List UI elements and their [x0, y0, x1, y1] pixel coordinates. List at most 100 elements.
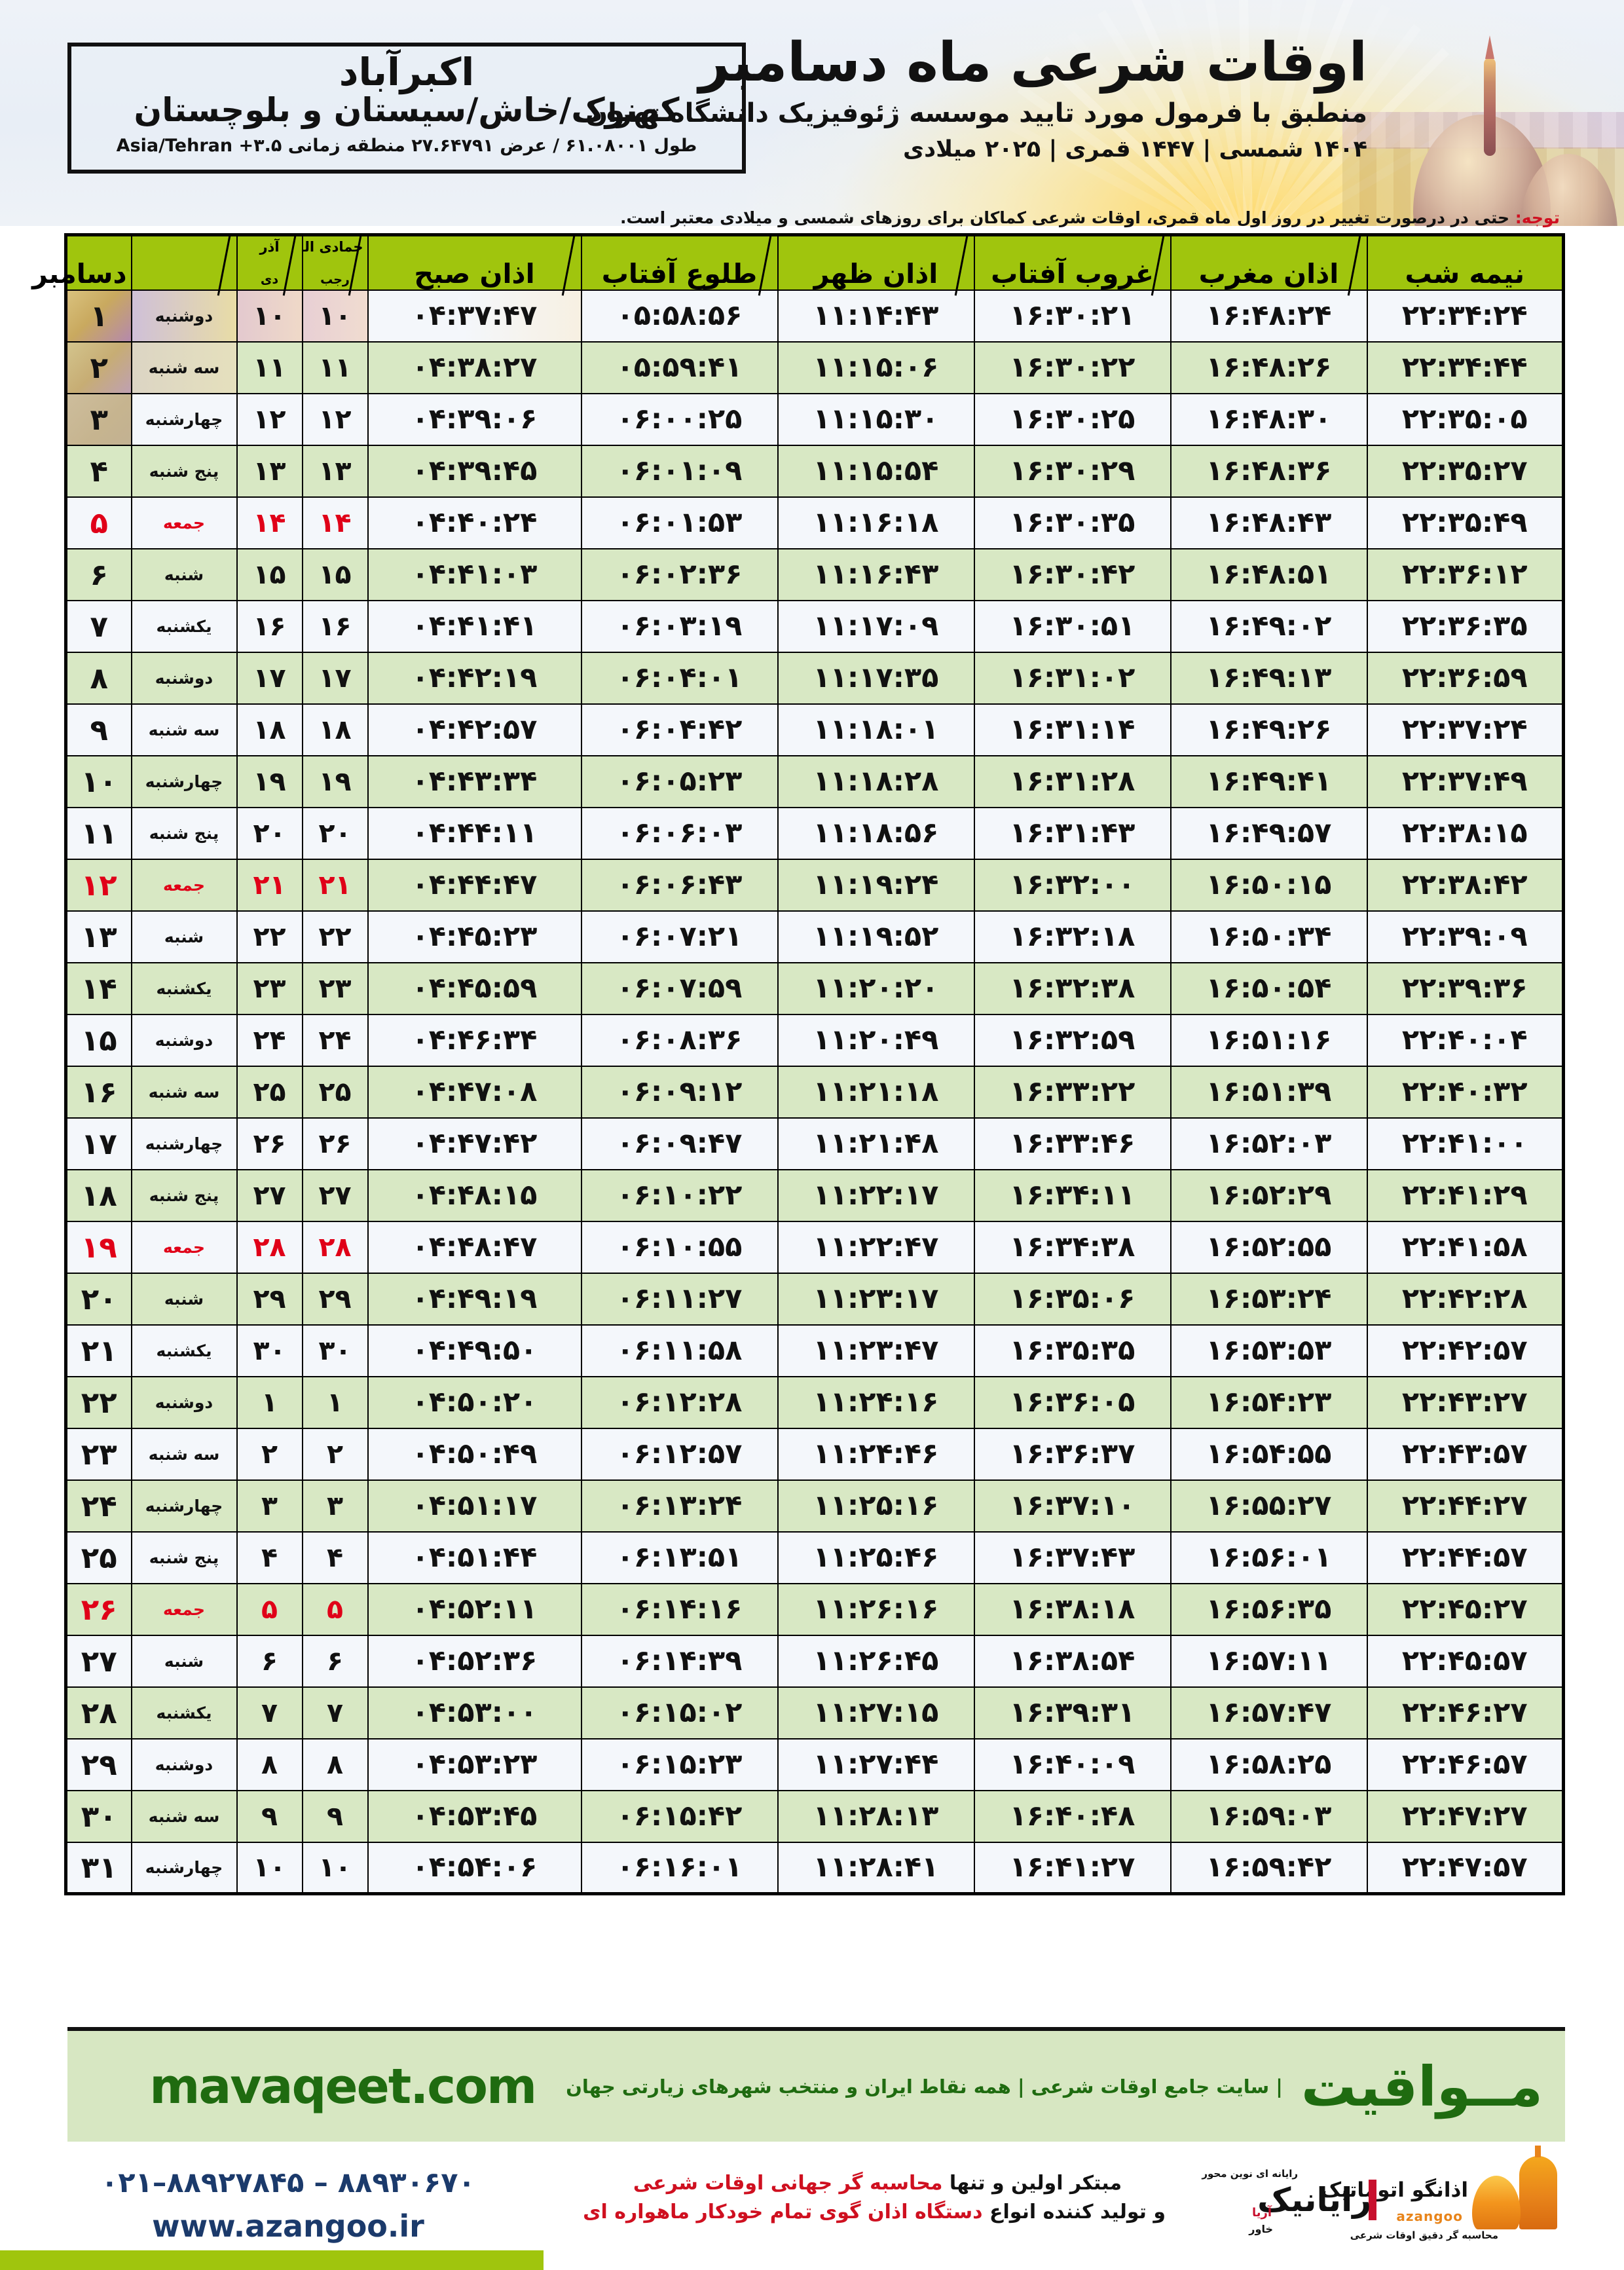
cell-weekday: یکشنبه	[130, 599, 238, 653]
location-box: اکبرآباد کهنوک/خاش/سیستان و بلوچستان طول…	[67, 43, 746, 174]
contact-block: ۰۲۱–۸۸۹۲۷۸۴۵ – ۸۸۹۳۰۶۷۰ www.azangoo.ir	[85, 2167, 491, 2244]
slash-divider-icon	[567, 236, 581, 289]
footer-url[interactable]: mavaqeet.com	[149, 2058, 537, 2115]
cell-sunset: ۱۶:۳۳:۴۶	[973, 1117, 1172, 1170]
cell-fajr: ۰۴:۵۲:۳۶	[367, 1634, 582, 1688]
cell-shamsi: ۷	[236, 1686, 303, 1740]
minaret-icon	[1519, 2146, 1557, 2229]
cell-weekday: جمعه	[130, 858, 238, 912]
cell-weekday: چهارشنبه	[130, 392, 238, 446]
col-header-sunset-label: غروب آفتاب	[991, 257, 1154, 289]
cell-sunset: ۱۶:۳۲:۱۸	[973, 910, 1172, 963]
col-header-fajr-label: اذان صبح	[414, 257, 535, 289]
cell-shamsi: ۸	[236, 1738, 303, 1791]
cell-weekday: سه شنبه	[130, 1427, 238, 1481]
rayaneek-logo[interactable]: رایانیک رایانه ای نوین محور آریا خاور	[1202, 2163, 1376, 2241]
contact-website[interactable]: www.azangoo.ir	[152, 2208, 424, 2244]
cell-sunrise: ۰۶:۱۴:۱۶	[580, 1582, 779, 1636]
cell-fajr: ۰۴:۵۳:۰۰	[367, 1686, 582, 1740]
rayaneek-top-text: رایانه ای نوین محور	[1202, 2168, 1298, 2180]
cell-sunrise: ۰۶:۰۶:۰۳	[580, 806, 779, 860]
rayaneek-khavar: خاور	[1249, 2223, 1273, 2235]
cell-fajr: ۰۴:۵۱:۱۷	[367, 1479, 582, 1533]
cell-night: ۲۲:۴۴:۵۷	[1366, 1531, 1564, 1584]
cell-shamsi: ۱۵	[236, 548, 303, 601]
cell-maghreb: ۱۶:۵۶:۰۱	[1170, 1531, 1368, 1584]
cell-night: ۲۲:۳۶:۱۲	[1366, 548, 1564, 601]
cell-hijri: ۱۹	[301, 754, 369, 808]
cell-day: ۱۹	[65, 1220, 132, 1274]
cell-hijri: ۱۶	[301, 599, 369, 653]
col-header-december: دسامبر	[32, 234, 132, 291]
cell-hijri: ۷	[301, 1686, 369, 1740]
cell-noon: ۱۱:۲۶:۴۵	[777, 1634, 975, 1688]
cell-day: ۱۱	[65, 806, 132, 860]
cell-noon: ۱۱:۲۱:۱۸	[777, 1065, 975, 1119]
cell-day: ۲	[65, 341, 132, 394]
cell-night: ۲۲:۳۸:۴۲	[1366, 858, 1564, 912]
cell-weekday: چهارشنبه	[130, 1479, 238, 1533]
cell-maghreb: ۱۶:۴۸:۵۱	[1170, 548, 1368, 601]
cell-sunset: ۱۶:۳۸:۵۴	[973, 1634, 1172, 1688]
slogan-line-1: مبتکر اولین و تنها محاسبه گر جهانی اوقات…	[589, 2169, 1166, 2198]
table-row: ۲۲:۴۷:۲۷ ۱۶:۵۹:۰۳ ۱۶:۴۰:۴۸ ۱۱:۲۸:۱۳ ۰۶:۱۵:۴۲…	[65, 1789, 1564, 1843]
table-row: ۲۲:۳۵:۲۷ ۱۶:۴۸:۳۶ ۱۶:۳۰:۲۹ ۱۱:۱۵:۵۴ ۰۶:۰۱:۰۹…	[65, 444, 1564, 498]
cell-day: ۶	[65, 548, 132, 601]
cell-sunset: ۱۶:۳۷:۴۳	[973, 1531, 1172, 1584]
cell-fajr: ۰۴:۳۹:۴۵	[367, 444, 582, 498]
cell-weekday: سه شنبه	[130, 1065, 238, 1119]
contact-phone[interactable]: ۰۲۱–۸۸۹۲۷۸۴۵ – ۸۸۹۳۰۶۷۰	[101, 2167, 475, 2199]
cell-maghreb: ۱۶:۴۸:۲۶	[1170, 341, 1368, 394]
cell-night: ۲۲:۴۳:۲۷	[1366, 1375, 1564, 1429]
cell-night: ۲۲:۴۰:۰۴	[1366, 1013, 1564, 1067]
cell-shamsi: ۱۳	[236, 444, 303, 498]
cell-shamsi: ۲۴	[236, 1013, 303, 1067]
azangoo-logo[interactable]: اذانگو اتوماتیک azangoo محاسبه گر دقیق ا…	[1320, 2146, 1561, 2246]
slogan-1-accent: محاسبه گر جهانی اوقات شرعی	[633, 2172, 943, 2195]
table-header-row: نیمه شب اذان مغرب غروب آفتاب اذان ظهر طل…	[32, 234, 1564, 291]
cell-fajr: ۰۴:۵۳:۲۳	[367, 1738, 582, 1791]
table-row: ۲۲:۴۳:۵۷ ۱۶:۵۴:۵۵ ۱۶:۳۶:۳۷ ۱۱:۲۴:۴۶ ۰۶:۱۲:۵۷…	[65, 1427, 1564, 1481]
cell-weekday: سه شنبه	[130, 1789, 238, 1843]
cell-weekday: دوشنبه	[130, 1375, 238, 1429]
cell-maghreb: ۱۶:۵۴:۵۵	[1170, 1427, 1368, 1481]
cell-maghreb: ۱۶:۵۳:۵۳	[1170, 1324, 1368, 1377]
cell-sunrise: ۰۶:۱۵:۴۲	[580, 1789, 779, 1843]
minaret-icon	[1484, 35, 1496, 156]
cell-hijri: ۱	[301, 1375, 369, 1429]
table-row: ۲۲:۳۹:۳۶ ۱۶:۵۰:۵۴ ۱۶:۳۲:۳۸ ۱۱:۲۰:۲۰ ۰۶:۰۷:۵۹…	[65, 961, 1564, 1015]
cell-day: ۱۸	[65, 1168, 132, 1222]
cell-sunset: ۱۶:۳۰:۵۱	[973, 599, 1172, 653]
cell-shamsi: ۱۶	[236, 599, 303, 653]
cell-shamsi: ۲۷	[236, 1168, 303, 1222]
cell-weekday: چهارشنبه	[130, 1841, 238, 1895]
prayer-times-table-wrap: نیمه شب اذان مغرب غروب آفتاب اذان ظهر طل…	[32, 233, 1565, 1895]
cell-fajr: ۰۴:۴۰:۲۴	[367, 496, 582, 549]
cell-hijri: ۲	[301, 1427, 369, 1481]
cell-fajr: ۰۴:۴۳:۳۴	[367, 754, 582, 808]
cell-weekday: شنبه	[130, 910, 238, 963]
cell-sunset: ۱۶:۳۶:۰۵	[973, 1375, 1172, 1429]
col-header-weekday	[130, 234, 238, 291]
cell-shamsi: ۶	[236, 1634, 303, 1688]
cell-fajr: ۰۴:۴۱:۰۳	[367, 548, 582, 601]
cell-night: ۲۲:۴۴:۲۷	[1366, 1479, 1564, 1533]
cell-hijri: ۳	[301, 1479, 369, 1533]
cell-night: ۲۲:۴۲:۲۸	[1366, 1272, 1564, 1326]
cell-day: ۱۵	[65, 1013, 132, 1067]
cell-hijri: ۸	[301, 1738, 369, 1791]
cell-sunrise: ۰۶:۰۱:۰۹	[580, 444, 779, 498]
table-row: ۲۲:۳۷:۲۴ ۱۶:۴۹:۲۶ ۱۶:۳۱:۱۴ ۱۱:۱۸:۰۱ ۰۶:۰۴:۴۲…	[65, 703, 1564, 756]
cell-maghreb: ۱۶:۵۰:۳۴	[1170, 910, 1368, 963]
table-row: ۲۲:۳۸:۴۲ ۱۶:۵۰:۱۵ ۱۶:۳۲:۰۰ ۱۱:۱۹:۲۴ ۰۶:۰۶:۴۳…	[65, 858, 1564, 912]
cell-hijri: ۱۰	[301, 1841, 369, 1895]
cell-sunrise: ۰۶:۱۲:۲۸	[580, 1375, 779, 1429]
cell-weekday: چهارشنبه	[130, 1117, 238, 1170]
cell-noon: ۱۱:۱۷:۰۹	[777, 599, 975, 653]
cell-day: ۲۱	[65, 1324, 132, 1377]
cell-maghreb: ۱۶:۵۶:۳۵	[1170, 1582, 1368, 1636]
cell-fajr: ۰۴:۳۸:۲۷	[367, 341, 582, 394]
note-text: حتی در درصورت تغییر در روز اول ماه قمری،…	[620, 208, 1515, 227]
location-city: اکبرآباد	[339, 50, 475, 94]
cell-maghreb: ۱۶:۵۷:۱۱	[1170, 1634, 1368, 1688]
